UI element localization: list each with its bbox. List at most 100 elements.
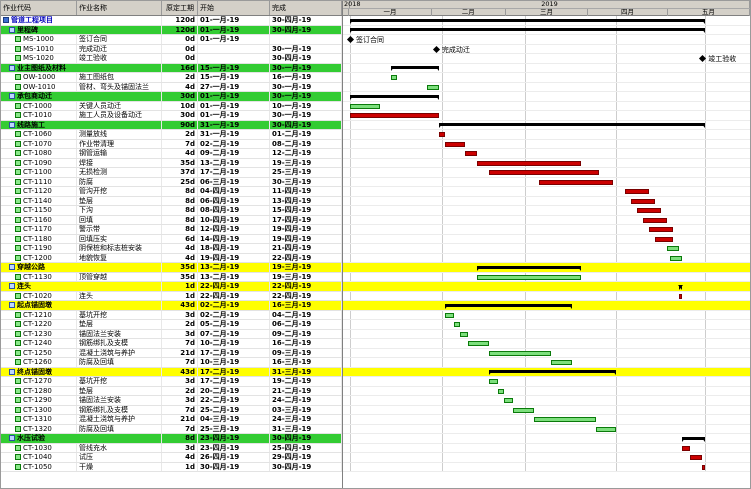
month-cell[interactable]: 四月 bbox=[588, 8, 668, 16]
duration-cell[interactable]: 0d bbox=[162, 54, 198, 63]
finish-date-cell[interactable]: 24-三月-19 bbox=[270, 415, 342, 424]
activity-name-cell[interactable]: 无损检测 bbox=[77, 168, 162, 177]
task-bar[interactable] bbox=[444, 312, 454, 318]
finish-date-cell[interactable]: 21-四月-19 bbox=[270, 244, 342, 253]
activity-id-cell[interactable]: CT-1140 bbox=[1, 196, 77, 205]
activity-id-cell[interactable]: MS-1000 bbox=[1, 35, 77, 44]
activity-id-cell[interactable]: CT-1310 bbox=[1, 415, 77, 424]
duration-cell[interactable]: 4d bbox=[162, 149, 198, 158]
start-date-cell[interactable]: 23-四月-19 bbox=[198, 443, 270, 452]
activity-id-cell[interactable]: CT-1110 bbox=[1, 177, 77, 186]
start-date-cell[interactable]: 02-二月-19 bbox=[198, 310, 270, 319]
activity-id-cell[interactable]: CT-1290 bbox=[1, 396, 77, 405]
finish-date-cell[interactable]: 16-三月-19 bbox=[270, 301, 342, 310]
finish-date-cell[interactable]: 13-四月-19 bbox=[270, 196, 342, 205]
activity-id-cell[interactable]: CT-1130 bbox=[1, 272, 77, 281]
activity-name-cell[interactable]: 焊接 bbox=[77, 158, 162, 167]
activity-name-cell[interactable]: 阴保桩和标志桩安装 bbox=[77, 244, 162, 253]
table-row-activity[interactable]: CT-1050 干燥 1d 30-四月-19 30-四月-19 bbox=[1, 462, 342, 472]
finish-date-cell[interactable]: 30-四月-19 bbox=[270, 54, 342, 63]
critical-task-bar[interactable] bbox=[678, 293, 682, 299]
task-bar[interactable] bbox=[350, 103, 380, 109]
column-header-finish[interactable]: 完成 bbox=[270, 1, 342, 15]
group-icon[interactable] bbox=[9, 302, 15, 309]
start-date-cell[interactable]: 13-二月-19 bbox=[198, 158, 270, 167]
activity-id-cell[interactable]: CT-1180 bbox=[1, 234, 77, 243]
critical-task-bar[interactable] bbox=[477, 160, 581, 166]
activity-name-cell[interactable]: 防腐 bbox=[77, 177, 162, 186]
activity-name-cell[interactable]: 干燥 bbox=[77, 462, 162, 471]
activity-id-cell[interactable]: CT-1100 bbox=[1, 168, 77, 177]
finish-date-cell[interactable]: 30-一月-19 bbox=[270, 111, 342, 120]
critical-task-bar[interactable] bbox=[625, 189, 649, 194]
finish-date-cell[interactable]: 30-一月-19 bbox=[270, 63, 342, 72]
finish-date-cell[interactable]: 31-三月-19 bbox=[270, 424, 342, 433]
activity-name-cell[interactable]: 作业带清理 bbox=[77, 139, 162, 148]
activity-id-cell[interactable]: MS-1010 bbox=[1, 44, 77, 53]
finish-date-cell[interactable]: 30-四月-19 bbox=[270, 462, 342, 471]
duration-cell[interactable]: 30d bbox=[162, 92, 198, 101]
start-date-cell[interactable]: 31-一月-19 bbox=[198, 120, 270, 129]
summary-bar[interactable] bbox=[677, 284, 683, 290]
duration-cell[interactable]: 3d bbox=[162, 377, 198, 386]
table-row-group[interactable]: 终点锚固墩 43d 17-二月-19 31-三月-19 bbox=[1, 367, 342, 377]
summary-bar[interactable] bbox=[489, 370, 617, 375]
table-row-group[interactable]: 线路施工 90d 31-一月-19 30-四月-19 bbox=[1, 120, 342, 130]
finish-date-cell[interactable]: 22-四月-19 bbox=[270, 253, 342, 262]
table-row-activity[interactable]: CT-1210 基坑开挖 3d 02-二月-19 04-二月-19 bbox=[1, 310, 342, 320]
activity-id-cell[interactable]: CT-1050 bbox=[1, 462, 77, 471]
duration-cell[interactable]: 1d bbox=[162, 291, 198, 300]
table-row-activity[interactable]: CT-1310 混凝土浇筑与养护 21d 04-三月-19 24-三月-19 bbox=[1, 415, 342, 425]
start-date-cell[interactable]: 18-四月-19 bbox=[198, 244, 270, 253]
activity-name-cell[interactable]: 垫层 bbox=[77, 386, 162, 395]
table-row-activity[interactable]: CT-1080 钢管运输 4d 09-二月-19 12-二月-19 bbox=[1, 149, 342, 159]
activity-name-cell[interactable]: 基坑开挖 bbox=[77, 310, 162, 319]
summary-bar[interactable] bbox=[350, 94, 439, 100]
duration-cell[interactable]: 7d bbox=[162, 424, 198, 433]
activity-name-cell[interactable]: 下沟 bbox=[77, 206, 162, 215]
duration-cell[interactable]: 1d bbox=[162, 282, 198, 291]
finish-date-cell[interactable]: 03-三月-19 bbox=[270, 405, 342, 414]
column-header-start[interactable]: 开始 bbox=[198, 1, 270, 15]
critical-task-bar[interactable] bbox=[648, 227, 673, 232]
finish-date-cell[interactable]: 30-四月-19 bbox=[270, 120, 342, 129]
start-date-cell[interactable]: 02-二月-19 bbox=[198, 301, 270, 310]
table-row-activity[interactable]: CT-1260 防腐及回填 7d 10-三月-19 16-三月-19 bbox=[1, 358, 342, 368]
activity-name-cell[interactable]: 签订合同 bbox=[77, 35, 162, 44]
start-date-cell[interactable]: 07-二月-19 bbox=[198, 329, 270, 338]
start-date-cell[interactable]: 26-四月-19 bbox=[198, 453, 270, 462]
duration-cell[interactable]: 21d bbox=[162, 415, 198, 424]
table-row-activity[interactable]: CT-1100 无损检测 37d 17-二月-19 25-三月-19 bbox=[1, 168, 342, 178]
activity-id-cell[interactable]: CT-1240 bbox=[1, 339, 77, 348]
activity-name-cell[interactable]: 防腐及回填 bbox=[77, 358, 162, 367]
start-date-cell[interactable]: 23-四月-19 bbox=[198, 434, 270, 443]
table-row-group[interactable]: 水压试验 8d 23-四月-19 30-四月-19 bbox=[1, 434, 342, 444]
milestone-diamond[interactable] bbox=[432, 45, 440, 53]
finish-date-cell[interactable]: 01-二月-19 bbox=[270, 130, 342, 139]
task-bar[interactable] bbox=[512, 407, 534, 413]
start-date-cell[interactable]: 10-四月-19 bbox=[198, 215, 270, 224]
table-row-activity[interactable]: OW-1010 管材、弯头及锚固法兰 4d 27-一月-19 30-一月-19 bbox=[1, 82, 342, 92]
critical-task-bar[interactable] bbox=[637, 208, 661, 213]
month-cell[interactable]: 一月 bbox=[349, 8, 432, 16]
duration-cell[interactable]: 0d bbox=[162, 35, 198, 44]
duration-cell[interactable]: 2d bbox=[162, 320, 198, 329]
duration-cell[interactable]: 7d bbox=[162, 358, 198, 367]
activity-id-cell[interactable]: CT-1160 bbox=[1, 215, 77, 224]
activity-name-cell[interactable]: 警示带 bbox=[77, 225, 162, 234]
critical-task-bar[interactable] bbox=[438, 132, 445, 137]
summary-bar[interactable] bbox=[350, 28, 706, 33]
critical-task-bar[interactable] bbox=[654, 236, 673, 242]
table-row-activity[interactable]: CT-1290 锚固法兰安装 3d 22-二月-19 24-二月-19 bbox=[1, 396, 342, 406]
activity-id-cell[interactable]: CT-1250 bbox=[1, 348, 77, 357]
finish-date-cell[interactable]: 09-三月-19 bbox=[270, 348, 342, 357]
start-date-cell[interactable]: 15-一月-19 bbox=[198, 63, 270, 72]
activity-id-cell[interactable]: CT-1220 bbox=[1, 320, 77, 329]
table-row-activity[interactable]: CT-1220 垫层 2d 05-二月-19 06-二月-19 bbox=[1, 320, 342, 330]
table-row-activity[interactable]: CT-1280 垫层 2d 20-二月-19 21-二月-19 bbox=[1, 386, 342, 396]
activity-name-cell[interactable]: 混凝土浇筑与养护 bbox=[77, 348, 162, 357]
finish-date-cell[interactable]: 30-四月-19 bbox=[270, 16, 342, 25]
duration-cell[interactable]: 2d bbox=[162, 386, 198, 395]
table-row-activity[interactable]: MS-1000 签订合同 0d 01-一月-19 bbox=[1, 35, 342, 45]
start-date-cell[interactable]: 10-三月-19 bbox=[198, 358, 270, 367]
